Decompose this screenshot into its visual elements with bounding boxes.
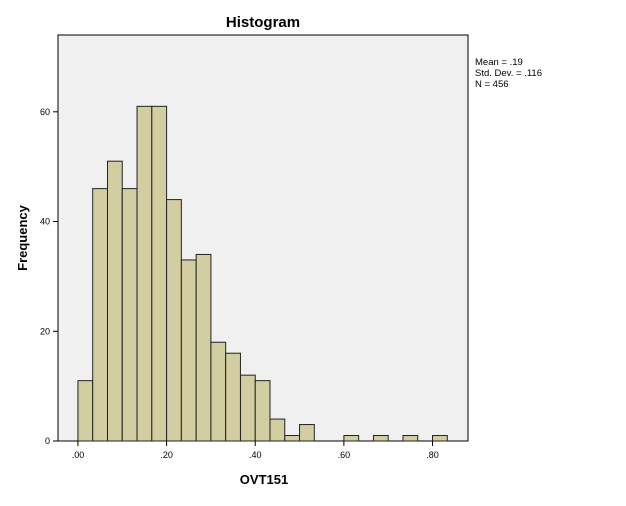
axes-group: 0 20 40 60 .00 .20 .40 .60 .80 [40, 107, 439, 460]
y-axis-label: Frequency [15, 204, 30, 271]
histogram-bar-8 [195, 253, 212, 442]
histogram-bar-1 [92, 188, 108, 442]
x-tick-label-3: .60 [338, 450, 351, 460]
histogram-bar-15 [299, 424, 315, 442]
chart-title: Histogram [226, 14, 300, 31]
y-tick-label-0: 0 [45, 436, 50, 446]
histogram-bar-0 [77, 380, 94, 442]
stat-n: N = 456 [475, 79, 509, 90]
histogram-bar-22 [402, 435, 419, 442]
stat-std-dev: Std. Dev. = .116 [475, 68, 542, 79]
x-tick-label-2: .40 [249, 450, 262, 460]
bars-group [77, 105, 448, 442]
histogram-bar-4 [136, 105, 153, 442]
histogram-bar-14 [284, 435, 301, 442]
y-tick-label-1: 20 [40, 326, 50, 336]
histogram-bar-13 [269, 418, 286, 442]
stat-mean: Mean = .19 [475, 57, 523, 68]
statistics-box: Mean = .19 Std. Dev. = .116 N = 456 [475, 57, 542, 90]
x-tick-label-0: .00 [72, 450, 85, 460]
histogram-bar-9 [210, 341, 227, 442]
histogram-bar-5 [151, 105, 168, 442]
y-tick-label-3: 60 [40, 107, 50, 117]
histogram-bar-20 [372, 435, 389, 442]
histogram-bar-6 [166, 199, 182, 442]
y-tick-label-2: 40 [40, 217, 50, 227]
x-axis-label: OVT151 [240, 472, 288, 487]
histogram-bar-12 [254, 380, 271, 442]
x-tick-label-4: .80 [426, 450, 439, 460]
histogram-bar-10 [225, 352, 241, 442]
histogram-bar-11 [239, 374, 256, 442]
x-tick-label-1: .20 [160, 450, 173, 460]
histogram-bar-2 [107, 160, 123, 442]
histogram-bar-3 [121, 188, 138, 442]
histogram-bar-18 [343, 435, 360, 442]
histogram-bar-24 [432, 435, 448, 442]
histogram-bar-7 [180, 259, 197, 442]
